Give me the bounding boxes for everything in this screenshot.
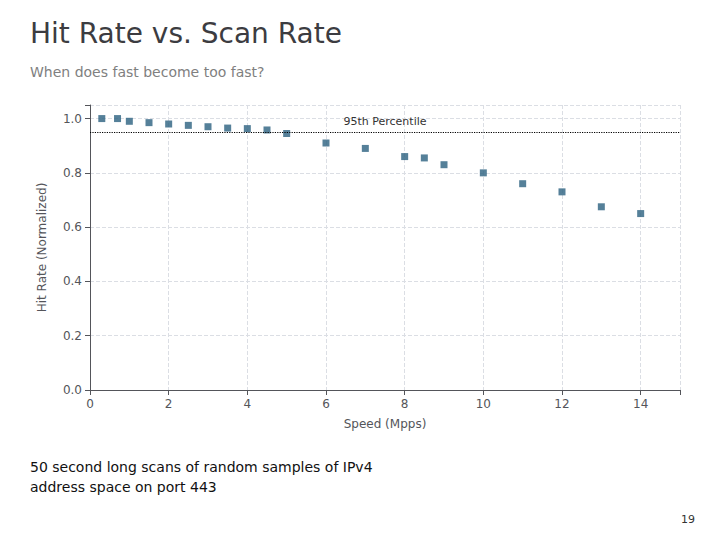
svg-text:10: 10 xyxy=(476,397,491,411)
svg-text:14: 14 xyxy=(633,397,648,411)
svg-text:0.8: 0.8 xyxy=(63,166,82,180)
svg-text:0.2: 0.2 xyxy=(63,329,82,343)
svg-text:8: 8 xyxy=(401,397,409,411)
svg-text:0.6: 0.6 xyxy=(63,220,82,234)
svg-text:12: 12 xyxy=(554,397,569,411)
svg-text:50 second long scans of random: 50 second long scans of random samples o… xyxy=(30,459,373,475)
svg-text:0.0: 0.0 xyxy=(63,383,82,397)
svg-text:Hit Rate (Normalized): Hit Rate (Normalized) xyxy=(35,183,49,313)
svg-text:6: 6 xyxy=(322,397,330,411)
svg-text:0: 0 xyxy=(86,397,94,411)
svg-text:When does fast become too fast: When does fast become too fast? xyxy=(30,64,264,80)
svg-text:Speed (Mpps): Speed (Mpps) xyxy=(344,417,427,431)
svg-text:0.4: 0.4 xyxy=(63,274,82,288)
svg-text:95th Percentile: 95th Percentile xyxy=(343,115,426,128)
svg-text:2: 2 xyxy=(165,397,173,411)
svg-text:Hit Rate vs. Scan Rate: Hit Rate vs. Scan Rate xyxy=(30,17,342,50)
svg-text:4: 4 xyxy=(244,397,252,411)
svg-text:1.0: 1.0 xyxy=(63,112,82,126)
svg-text:address space on port 443: address space on port 443 xyxy=(30,479,217,495)
svg-text:19: 19 xyxy=(681,513,695,526)
